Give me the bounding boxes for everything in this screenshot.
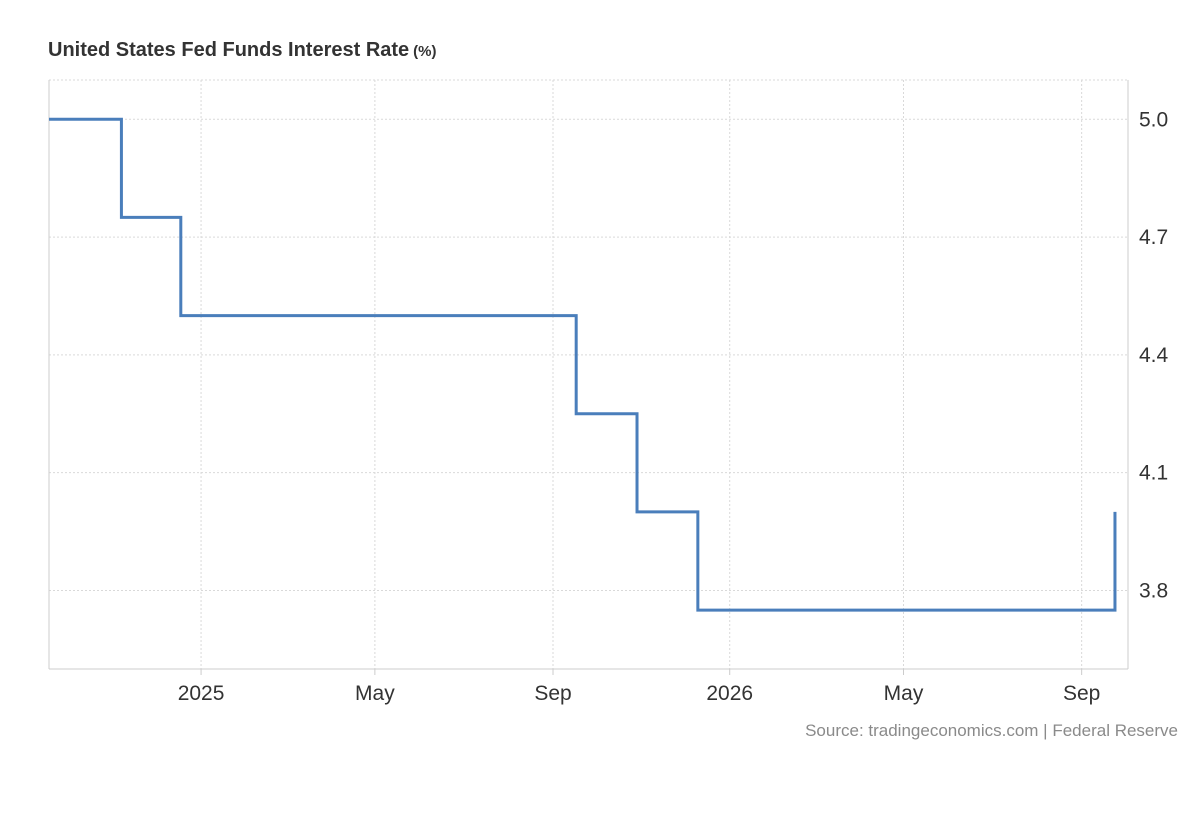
x-tick-label: Sep	[534, 682, 571, 705]
grid-lines	[49, 79, 1128, 669]
y-tick-label: 4.1	[1139, 462, 1168, 485]
y-tick-label: 3.8	[1139, 579, 1168, 602]
x-tick-label: Sep	[1063, 682, 1100, 705]
y-tick-label: 4.4	[1139, 344, 1169, 367]
x-axis-labels: 2025 May Sep 2026 May Sep	[178, 682, 1101, 705]
source-note: Source: tradingeconomics.com | Federal R…	[805, 721, 1178, 740]
rate-series-line	[49, 117, 1117, 612]
x-tick-label: May	[355, 682, 395, 705]
axes	[48, 80, 1129, 675]
y-axis-labels: 3.8 4.1 4.4 4.7 5.0	[1139, 108, 1169, 602]
y-tick-label: 5.0	[1139, 108, 1168, 131]
x-tick-label: May	[884, 682, 924, 705]
series-layer	[49, 117, 1117, 612]
x-tick-label: 2026	[706, 682, 753, 705]
chart-unit: (%)	[413, 43, 437, 60]
chart-title: United States Fed Funds Interest Rate (%)	[48, 39, 437, 61]
x-tick-label: 2025	[178, 682, 225, 705]
y-tick-label: 4.7	[1139, 226, 1168, 249]
